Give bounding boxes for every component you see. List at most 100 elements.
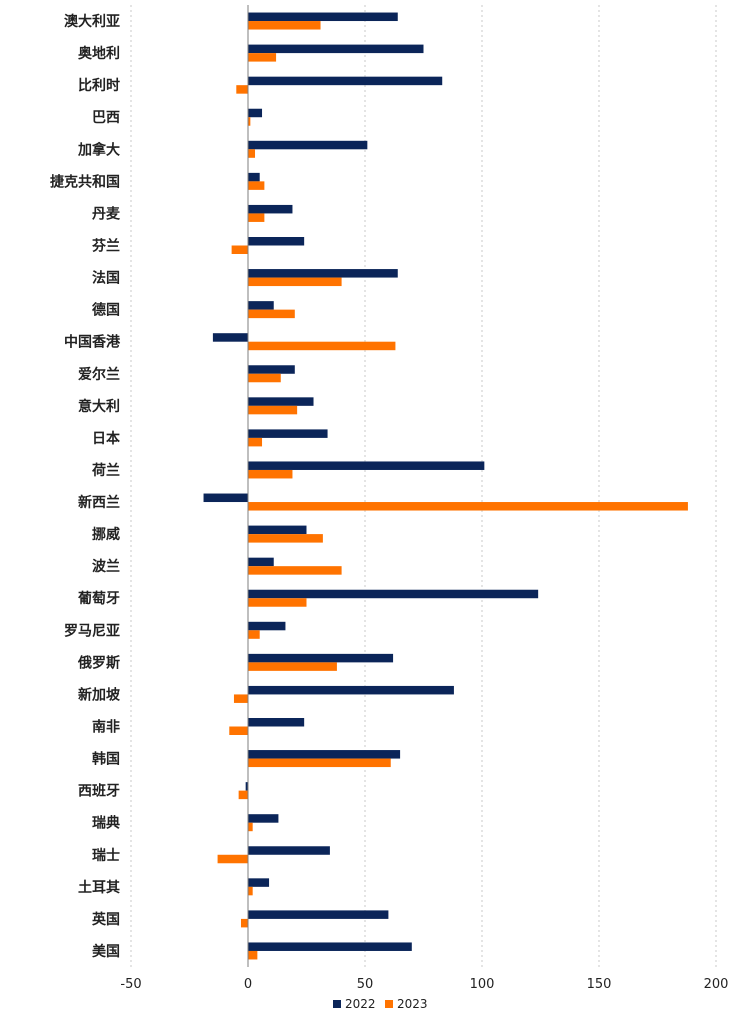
legend: 2022 2023	[333, 997, 428, 1011]
bars	[203, 12, 688, 960]
bar-2022	[245, 782, 248, 791]
x-tick-labels: -50 0 50 100 150 200	[120, 977, 728, 992]
bar-2022	[248, 204, 293, 214]
category-label: 俄罗斯	[77, 654, 120, 671]
bar-2023	[248, 437, 263, 447]
bar-2022	[248, 429, 328, 438]
bar-2023	[217, 854, 248, 864]
bar-2022	[248, 814, 279, 823]
bar-2023	[248, 502, 688, 511]
bar-2022	[248, 942, 412, 951]
x-tick-label: 150	[587, 977, 612, 992]
bar-2022	[248, 878, 270, 887]
bar-2023	[238, 790, 248, 800]
bar-2023	[248, 566, 342, 575]
bar-2023	[248, 213, 265, 222]
category-label: 丹麦	[92, 205, 121, 222]
bar-2022	[248, 365, 295, 374]
bar-2022	[248, 653, 394, 663]
bar-2022	[203, 493, 248, 503]
category-label: 捷克共和国	[50, 173, 120, 190]
category-label: 葡萄牙	[77, 590, 120, 607]
x-tick-label: 50	[357, 977, 374, 992]
bar-2022	[248, 76, 443, 86]
bar-2023	[248, 950, 258, 960]
bar-2023	[248, 822, 253, 832]
bar-2023	[248, 181, 265, 190]
category-label: 巴西	[92, 110, 120, 126]
bar-2023	[248, 341, 396, 351]
bar-2023	[248, 534, 323, 543]
category-label: 爱尔兰	[78, 366, 120, 383]
bar-2022	[248, 12, 398, 22]
bar-2023	[248, 758, 391, 768]
legend-swatch	[333, 1000, 341, 1008]
x-tick-label: 0	[244, 977, 252, 992]
category-label: 南非	[92, 719, 120, 736]
bar-2022	[248, 461, 485, 470]
category-label: 西班牙	[78, 783, 120, 800]
x-tick-label: 100	[470, 977, 495, 992]
category-label: 日本	[92, 430, 121, 447]
category-label: 韩国	[92, 751, 120, 768]
category-label: 芬兰	[91, 238, 120, 255]
bar-2022	[248, 172, 260, 182]
bar-2023	[248, 21, 321, 30]
bar-2023	[248, 309, 295, 319]
category-label: 罗马尼亚	[64, 623, 120, 639]
bar-2022	[248, 237, 305, 246]
bar-2022	[248, 301, 274, 310]
bar-2023	[248, 662, 337, 671]
category-label: 奥地利	[78, 45, 120, 62]
bar-2022	[248, 910, 389, 919]
category-label: 德国	[92, 302, 120, 319]
grid-lines	[130, 5, 717, 967]
category-label: 新加坡	[78, 686, 121, 703]
category-label: 澳大利亚	[64, 13, 120, 30]
category-labels: 澳大利亚奥地利比利时巴西加拿大捷克共和国丹麦芬兰法国德国中国香港爱尔兰意大利日本…	[50, 13, 121, 960]
category-label: 土耳其	[78, 879, 120, 896]
category-label: 比利时	[78, 77, 120, 94]
legend-swatch	[385, 1000, 393, 1008]
bar-2023	[229, 726, 248, 735]
category-label: 英国	[91, 911, 120, 928]
bar-2022	[248, 557, 274, 567]
bar-2022	[212, 333, 248, 342]
category-label: 法国	[92, 270, 120, 287]
bar-2022	[248, 685, 454, 695]
category-label: 中国香港	[64, 334, 121, 351]
bar-2022	[248, 718, 305, 727]
bar-2023	[231, 245, 248, 254]
bar-2022	[248, 397, 314, 406]
bar-2023	[240, 918, 248, 928]
bar-2023	[248, 53, 277, 62]
category-label: 瑞士	[92, 847, 120, 864]
bar-2023	[248, 117, 251, 126]
category-label: 意大利	[78, 398, 120, 415]
category-label: 荷兰	[91, 462, 120, 479]
x-tick-label: -50	[120, 977, 141, 992]
category-label: 新西兰	[78, 494, 120, 511]
bar-2023	[248, 373, 281, 383]
bar-2023	[248, 469, 293, 479]
bar-2022	[248, 140, 368, 150]
category-label: 美国	[92, 943, 120, 960]
bar-2022	[248, 525, 307, 535]
bar-2023	[248, 598, 307, 607]
bar-2022	[248, 44, 424, 54]
bar-2023	[248, 405, 298, 415]
bar-2023	[236, 85, 248, 94]
legend-label: 2023	[397, 997, 428, 1011]
category-label: 波兰	[92, 558, 120, 575]
bar-2022	[248, 750, 401, 759]
bar-2022	[248, 621, 286, 631]
category-label: 加拿大	[77, 141, 120, 158]
x-tick-label: 200	[704, 977, 729, 992]
bar-2023	[248, 149, 256, 158]
bar-2023	[233, 694, 248, 703]
bar-2023	[248, 886, 253, 896]
bar-2022	[248, 846, 330, 855]
category-label: 挪威	[92, 526, 120, 543]
